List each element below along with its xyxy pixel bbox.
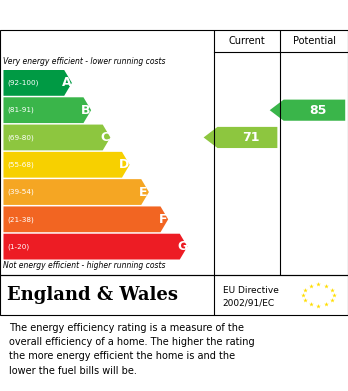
Text: F: F bbox=[159, 213, 167, 226]
Text: (39-54): (39-54) bbox=[8, 189, 34, 195]
Text: (55-68): (55-68) bbox=[8, 161, 34, 168]
Text: Current: Current bbox=[229, 36, 266, 46]
Text: 71: 71 bbox=[242, 131, 259, 144]
Text: B: B bbox=[81, 104, 90, 117]
Text: The energy efficiency rating is a measure of the
overall efficiency of a home. T: The energy efficiency rating is a measur… bbox=[9, 323, 254, 376]
Polygon shape bbox=[3, 125, 110, 151]
Polygon shape bbox=[270, 100, 345, 121]
Text: Very energy efficient - lower running costs: Very energy efficient - lower running co… bbox=[3, 57, 166, 66]
Text: G: G bbox=[177, 240, 187, 253]
Polygon shape bbox=[3, 234, 188, 260]
Text: (21-38): (21-38) bbox=[8, 216, 34, 222]
Text: 85: 85 bbox=[309, 104, 326, 117]
Text: (69-80): (69-80) bbox=[8, 134, 34, 141]
Text: (1-20): (1-20) bbox=[8, 243, 30, 250]
Text: Potential: Potential bbox=[293, 36, 335, 46]
Text: Energy Efficiency Rating: Energy Efficiency Rating bbox=[9, 7, 219, 23]
Polygon shape bbox=[3, 179, 149, 205]
Text: Not energy efficient - higher running costs: Not energy efficient - higher running co… bbox=[3, 261, 166, 270]
Text: A: A bbox=[62, 76, 71, 90]
Text: England & Wales: England & Wales bbox=[7, 286, 178, 304]
Text: D: D bbox=[119, 158, 129, 171]
Text: C: C bbox=[101, 131, 110, 144]
Polygon shape bbox=[3, 70, 72, 96]
Text: E: E bbox=[139, 186, 148, 199]
Polygon shape bbox=[3, 97, 91, 123]
Text: 2002/91/EC: 2002/91/EC bbox=[223, 298, 275, 307]
Polygon shape bbox=[204, 127, 277, 148]
Polygon shape bbox=[3, 206, 168, 232]
Text: EU Directive: EU Directive bbox=[223, 286, 279, 295]
Text: (81-91): (81-91) bbox=[8, 107, 34, 113]
Polygon shape bbox=[3, 152, 130, 178]
Text: (92-100): (92-100) bbox=[8, 80, 39, 86]
